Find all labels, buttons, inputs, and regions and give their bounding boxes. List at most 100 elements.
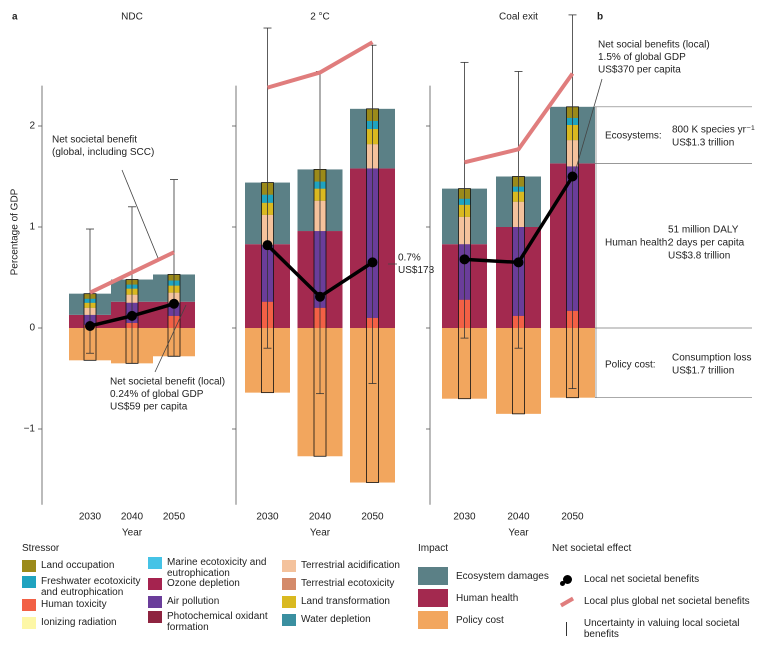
legend-symbol — [556, 596, 578, 607]
y-axis-label: Percentage of GDP — [10, 188, 21, 275]
annotation: 0.7% — [398, 253, 421, 264]
legend-title: Impact — [418, 543, 449, 554]
annotation: 1.5% of global GDP — [598, 52, 686, 63]
annotation: Net societal benefit (local) — [110, 377, 225, 388]
legend-label: Marine ecotoxicity and eutrophication — [167, 557, 267, 579]
legend-swatch — [282, 560, 296, 572]
legend-item: Air pollution — [148, 596, 279, 608]
legend-marker — [562, 575, 572, 584]
local-point — [513, 257, 524, 268]
annotation: (global, including SCC) — [52, 147, 154, 158]
local-point — [315, 291, 325, 302]
x-tick-label: 2040 — [121, 512, 144, 523]
panel-b-text: 800 K species yr⁻¹ — [672, 125, 755, 136]
legend-swatch — [22, 599, 36, 611]
legend-label: Air pollution — [167, 596, 220, 607]
legend-label: Human health — [456, 592, 519, 604]
legend-swatch — [418, 589, 448, 607]
x-tick-label: 2030 — [256, 512, 279, 523]
legend-item: Terrestrial acidification — [282, 560, 413, 572]
annotation: Net social benefits (local) — [598, 40, 710, 51]
legend-label: Freshwater ecotoxicity and eutrophicatio… — [41, 576, 141, 598]
x-tick-label: 2030 — [79, 512, 102, 523]
panel-b-label: Ecosystems: — [605, 131, 662, 142]
local-point — [85, 320, 95, 331]
legend-symbol — [556, 622, 578, 636]
panel-title: NDC — [121, 12, 143, 23]
annotation: 0.24% of global GDP — [110, 389, 204, 400]
legend-label: Terrestrial acidification — [301, 560, 400, 571]
legend-marker — [566, 622, 568, 636]
legend-label: Ozone depletion — [167, 578, 240, 589]
x-tick-label: 2040 — [309, 512, 332, 523]
legend-swatch — [418, 611, 448, 629]
legend-label: Ecosystem damages — [456, 570, 549, 582]
x-tick-label: 2050 — [561, 512, 584, 523]
x-tick-label: 2050 — [361, 512, 384, 523]
global-line — [89, 250, 175, 295]
legend-swatch — [148, 578, 162, 590]
legend-marker — [559, 596, 575, 607]
panel-b-text: 2 days per capita — [668, 238, 745, 249]
y-tick-label: 0 — [29, 323, 35, 334]
legend-item: Land transformation — [282, 596, 413, 608]
legend-label: Photochemical oxidant formation — [167, 611, 268, 633]
legend-label: Terrestrial ecotoxicity — [301, 578, 395, 589]
panel-label: b — [597, 12, 603, 23]
x-tick-label: 2050 — [163, 512, 186, 523]
local-point — [169, 298, 179, 309]
legend-item: Terrestrial ecotoxicity — [282, 578, 413, 590]
legend-item: Land occupation — [22, 560, 153, 572]
panel-b-text: US$1.7 trillion — [672, 366, 734, 377]
y-tick-label: −1 — [24, 424, 36, 435]
global-line — [464, 72, 575, 165]
panel-b-text: US$1.3 trillion — [672, 138, 734, 149]
legend-label: Ionizing radiation — [41, 617, 117, 628]
panel-b-text: 51 million DALY — [668, 225, 739, 236]
legend-label: Uncertainty in valuing local societal be… — [583, 618, 740, 640]
local-point — [262, 240, 273, 251]
legend-item: Ionizing radiation — [22, 617, 153, 629]
legend-title: Net societal effect — [552, 543, 632, 554]
legend-swatch — [282, 614, 296, 626]
legend-item: Ecosystem damages — [418, 567, 549, 585]
x-tick-label: 2030 — [453, 512, 476, 523]
y-tick-label: 1 — [29, 222, 35, 233]
legend-item: Human health — [418, 589, 518, 607]
legend-swatch — [148, 557, 162, 569]
panel-title: 2 °C — [310, 12, 330, 23]
legend-swatch — [148, 611, 162, 623]
y-tick-label: 2 — [29, 121, 35, 132]
legend-label: Water depletion — [301, 614, 371, 625]
legend-item: Water depletion — [282, 614, 413, 626]
legend-swatch — [148, 596, 162, 608]
x-axis-label: Year — [310, 528, 331, 539]
annotation: US$59 per capita — [110, 402, 188, 413]
legend-item: Human toxicity — [22, 599, 153, 611]
legend-title: Stressor — [22, 543, 60, 554]
panel-title: Coal exit — [499, 12, 538, 23]
legend-item: Marine ecotoxicity and eutrophication — [148, 557, 279, 579]
panel-b-label: Human health: — [605, 238, 670, 249]
legend-swatch — [22, 560, 36, 572]
local-point — [459, 254, 470, 265]
global-line — [266, 40, 374, 90]
legend-label: Land transformation — [301, 596, 390, 607]
panel-b-text: Consumption loss — [672, 353, 751, 364]
legend-item: Local plus global net societal benefits — [556, 596, 750, 607]
x-axis-label: Year — [508, 528, 529, 539]
legend-swatch — [282, 578, 296, 590]
legend-label: Land occupation — [41, 560, 115, 571]
annotation-leader — [121, 169, 159, 259]
x-tick-label: 2040 — [507, 512, 530, 523]
legend-label: Local plus global net societal benefits — [584, 596, 750, 607]
bar-segment — [442, 328, 487, 399]
annotation: Net societal benefit — [52, 135, 137, 146]
legend-item: Local net societal benefits — [556, 574, 699, 585]
x-axis-label: Year — [122, 528, 143, 539]
panel-b-text: US$3.8 trillion — [668, 251, 730, 262]
legend-symbol — [556, 575, 578, 584]
legend-label: Policy cost — [456, 614, 504, 626]
